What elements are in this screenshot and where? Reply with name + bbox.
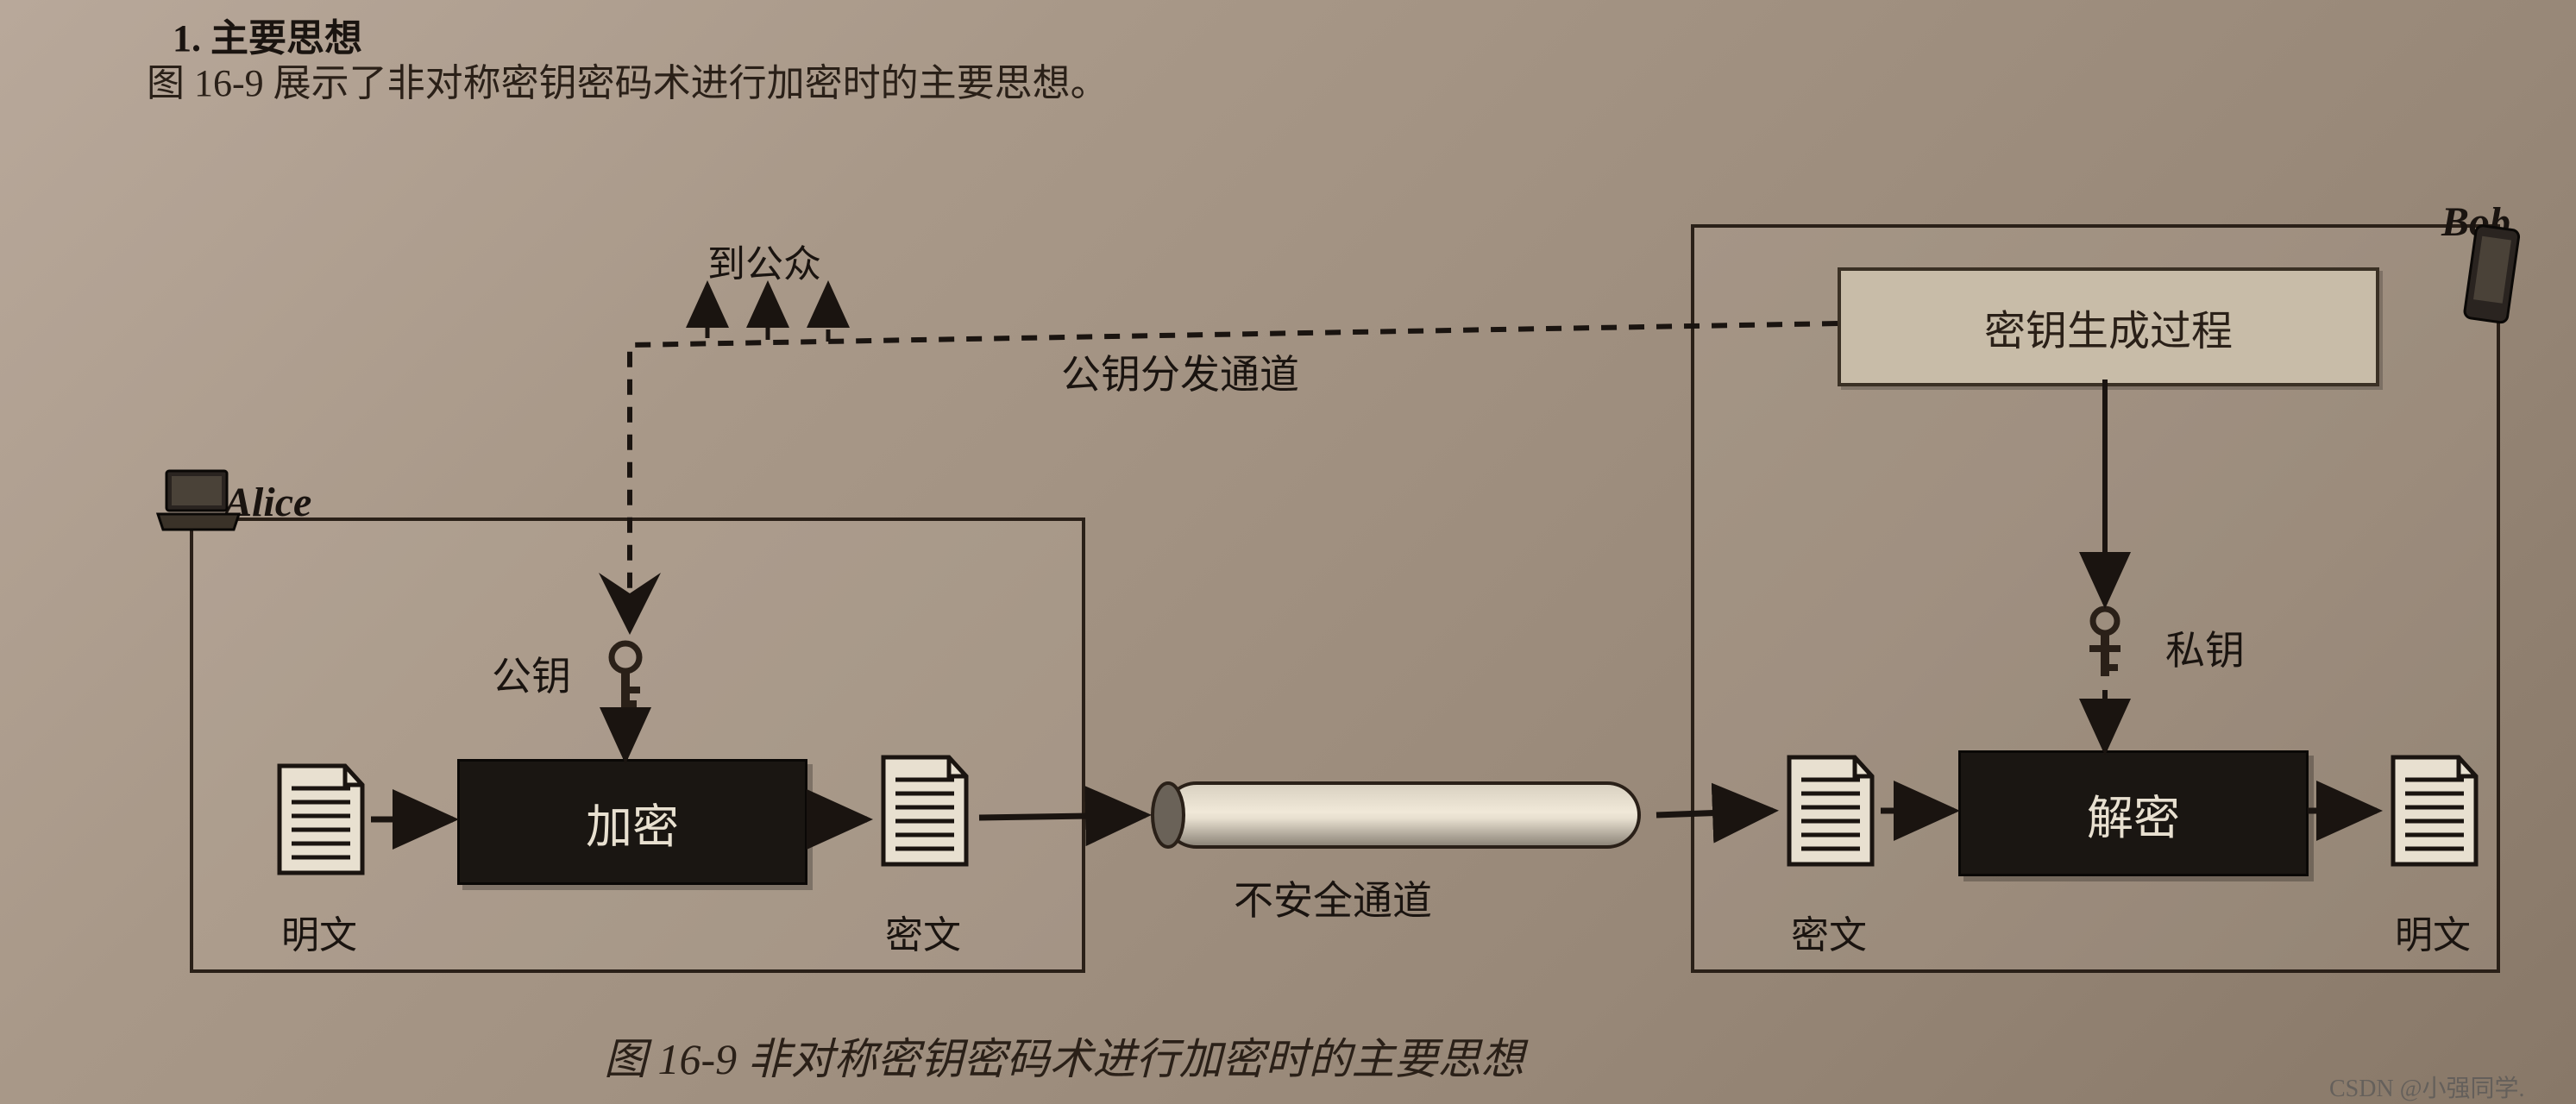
ciphertext-b-label: 密文	[1769, 904, 1889, 959]
public-key-icon	[595, 638, 656, 729]
channel-pipe-icon	[1147, 776, 1656, 854]
private-key-label: 私钥	[2165, 619, 2245, 676]
phone-icon	[2463, 224, 2523, 328]
decrypt-label: 解密	[2087, 780, 2180, 848]
plaintext-in-icon	[267, 759, 371, 880]
encrypt-box: 加密	[457, 759, 807, 885]
to-public-label: 到公众	[707, 233, 821, 288]
keygen-label: 密钥生成过程	[1984, 297, 2233, 357]
encrypt-label: 加密	[586, 788, 679, 856]
pubkey-channel-label: 公钥分发通道	[1061, 343, 1299, 400]
private-key-icon	[2070, 604, 2139, 694]
public-key-label: 公钥	[492, 645, 571, 702]
figure-caption: 图 16-9 非对称密钥密码术进行加密时的主要思想	[604, 1025, 1524, 1087]
plaintext-out-icon	[2381, 750, 2485, 871]
laptop-icon	[151, 466, 246, 535]
insecure-channel-label: 不安全通道	[1234, 869, 1432, 926]
ciphertext-a-label: 密文	[863, 904, 983, 959]
csdn-watermark: CSDN @小强同学.	[2329, 1070, 2524, 1104]
ciphertext-a-icon	[871, 750, 975, 871]
decrypt-box: 解密	[1958, 750, 2309, 876]
ciphertext-b-icon	[1777, 750, 1881, 871]
intro-sentence: 图 16-9 展示了非对称密钥密码术进行加密时的主要思想。	[147, 52, 1109, 107]
plaintext-in-label: 明文	[267, 904, 371, 959]
plaintext-out-label: 明文	[2372, 904, 2493, 959]
keygen-box: 密钥生成过程	[1838, 267, 2379, 386]
